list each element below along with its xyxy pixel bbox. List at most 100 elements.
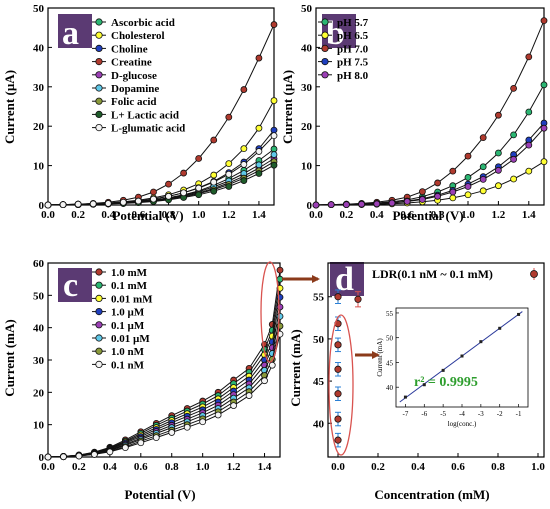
legend-marker	[95, 307, 103, 316]
y-tick-label: 0	[39, 200, 45, 212]
legend-marker	[321, 44, 329, 53]
y-tick-label: 50	[33, 3, 45, 15]
legend-marker	[95, 321, 103, 329]
panel-c-ylabel: Current (mA)	[2, 319, 17, 396]
legend-marker	[95, 71, 103, 79]
data-point	[121, 444, 129, 452]
data-point	[464, 183, 472, 190]
legend-label: 0.1 nM	[111, 359, 145, 371]
data-point	[152, 434, 160, 442]
panel-d-ylabel: Current (mA)	[288, 329, 303, 406]
data-point	[540, 124, 548, 132]
legend-marker	[95, 18, 103, 26]
data-point	[240, 161, 248, 168]
svg-text:c: c	[63, 267, 78, 304]
data-point	[270, 97, 278, 104]
series-line	[47, 288, 281, 458]
x-tick-label: 0.4	[370, 209, 384, 221]
data-point	[276, 266, 284, 274]
legend-label: D-glucose	[111, 70, 157, 82]
data-point	[334, 436, 342, 444]
data-point	[119, 198, 127, 206]
panel-a-letter-bg	[58, 14, 92, 48]
data-point	[91, 451, 98, 458]
legend-marker	[530, 270, 538, 278]
x-tick-label: 0.2	[371, 461, 385, 473]
inset-data-point	[479, 340, 483, 344]
y-tick-label: 20	[33, 387, 45, 399]
x-tick-label: 0.6	[400, 209, 414, 221]
y-tick-label: 30	[33, 82, 45, 94]
x-tick-label: 1.0	[196, 461, 210, 473]
legend-marker	[95, 31, 103, 39]
x-tick-label: 1.2	[222, 209, 236, 221]
panel-a: a 0.0 0.2 0.4 0.6 0.8 1.0 1.2 1.4 0 10 20 30 40 50 Asc…	[2, 3, 278, 223]
x-tick-label: 0.6	[451, 461, 465, 473]
x-tick-label: 0.0	[41, 209, 55, 221]
legend-label: pH 7.5	[337, 57, 369, 69]
data-point	[312, 201, 320, 209]
data-point	[270, 132, 278, 140]
x-tick-label: 1.2	[227, 461, 241, 473]
series-line	[315, 161, 545, 206]
x-tick-label: 0.4	[411, 461, 425, 473]
data-point	[270, 21, 278, 28]
inset-x-tick-label: -2	[497, 410, 503, 418]
legend-label: Creatine	[111, 57, 152, 69]
x-tick-label: 0.6	[134, 461, 148, 473]
y-tick-label: 45	[313, 376, 325, 388]
y-tick-label: 40	[313, 418, 325, 430]
data-point	[210, 178, 218, 186]
legend-marker	[95, 44, 103, 53]
panel-d-xlabel: Concentration (mM)	[374, 487, 489, 502]
y-tick-label: 60	[33, 258, 45, 270]
panel-d-frame	[327, 262, 545, 458]
data-point	[225, 113, 233, 121]
series-line	[47, 129, 275, 206]
y-tick-label: 10	[301, 161, 313, 173]
legend-marker	[321, 57, 329, 66]
data-point	[479, 163, 487, 171]
x-tick-label: 0.6	[132, 209, 146, 221]
data-point	[540, 81, 548, 89]
data-point	[494, 111, 502, 119]
data-point	[104, 200, 112, 207]
x-tick-label: 1.0	[461, 209, 475, 221]
svg-text:b: b	[326, 15, 345, 52]
data-point	[334, 365, 342, 373]
inset-y-tick-label: 50	[386, 335, 394, 343]
y-tick-label: 10	[33, 420, 45, 432]
legend-label: Ascorbic acid	[111, 17, 175, 29]
data-point	[464, 174, 472, 181]
y-tick-label: 0	[307, 200, 313, 212]
data-point	[403, 198, 411, 205]
data-point	[180, 189, 188, 197]
data-point	[434, 179, 442, 187]
y-tick-label: 30	[301, 82, 313, 94]
data-point	[510, 175, 517, 183]
data-point	[225, 160, 233, 168]
inset-x-tick-label: -5	[440, 410, 446, 418]
x-tick-label: 1.4	[522, 209, 536, 221]
data-point	[225, 170, 233, 178]
data-point	[525, 108, 533, 116]
inset-y-tick-label: 45	[386, 359, 394, 367]
data-point	[245, 392, 253, 399]
inset-data-point	[422, 383, 426, 387]
data-point	[449, 167, 457, 175]
data-point	[358, 200, 366, 208]
data-point	[464, 191, 472, 199]
series-line	[47, 135, 275, 206]
panel-c-xlabel: Potential (V)	[124, 487, 195, 502]
x-tick-label: 0.0	[331, 461, 345, 473]
panel-c-letter-bg	[58, 268, 92, 302]
inset-x-tick-label: -6	[421, 410, 427, 418]
legend-label: 0.1 mM	[111, 280, 148, 292]
peak-highlight-ellipse	[260, 261, 280, 363]
series-line	[47, 161, 275, 206]
series-line	[315, 127, 545, 206]
legend-marker	[95, 281, 103, 289]
inset-r2-annotation: r² = 0.9995	[414, 375, 478, 390]
data-point	[199, 418, 207, 426]
